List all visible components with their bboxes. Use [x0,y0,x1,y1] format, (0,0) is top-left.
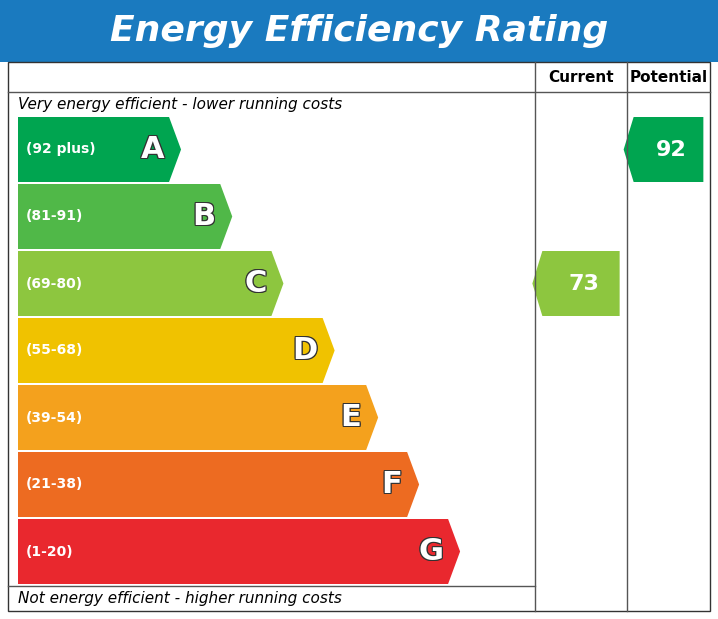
Text: A: A [139,136,163,165]
Text: D: D [292,337,317,366]
Text: G: G [417,538,442,567]
Polygon shape [18,318,335,383]
Text: E: E [340,403,360,432]
Text: G: G [418,537,443,566]
Text: Potential: Potential [630,69,707,85]
Text: A: A [139,134,163,163]
Text: A: A [141,134,165,163]
Text: G: G [417,536,442,565]
Text: B: B [192,202,215,231]
Text: Current: Current [548,69,614,85]
Text: C: C [243,268,266,297]
Polygon shape [18,452,419,517]
Text: (1-20): (1-20) [26,545,74,558]
Text: D: D [294,335,319,364]
Text: (39-54): (39-54) [26,410,83,425]
Text: D: D [292,336,317,365]
Text: A: A [141,135,165,164]
Text: B: B [191,203,214,232]
Text: (55-68): (55-68) [26,344,83,358]
Text: G: G [419,537,444,566]
Text: A: A [139,135,163,164]
Bar [0,0,718,62]
Text: C: C [244,268,266,297]
Text: G: G [419,536,444,565]
Text: Very energy efficient - lower running costs: Very energy efficient - lower running co… [18,97,342,112]
Text: G: G [418,536,443,565]
Text: C: C [245,268,267,297]
Polygon shape [18,519,460,584]
Text: D: D [294,336,319,365]
Text: A: A [141,135,164,164]
Text: B: B [192,203,215,232]
Text: D: D [292,335,317,364]
Text: F: F [383,471,403,500]
Text: A: A [141,136,165,165]
Text: E: E [342,402,362,431]
Text: D: D [292,337,317,366]
Text: E: E [340,404,361,433]
Text: F: F [381,471,401,500]
Polygon shape [18,385,378,450]
Text: G: G [417,537,442,566]
Text: B: B [193,203,216,232]
Text: 92: 92 [656,139,687,160]
Text: A: A [141,136,164,165]
Text: F: F [381,470,401,499]
Text: F: F [381,470,402,499]
Text: (21-38): (21-38) [26,477,83,491]
Polygon shape [532,251,620,316]
Text: Energy Efficiency Rating: Energy Efficiency Rating [110,14,608,48]
Text: F: F [383,469,403,498]
Text: E: E [340,402,360,431]
Text: (69-80): (69-80) [26,277,83,290]
Polygon shape [18,251,284,316]
Bar [8,62,710,611]
Text: B: B [193,201,216,230]
Text: E: E [342,404,362,433]
Text: A: A [141,134,164,163]
Text: G: G [419,538,444,567]
Text: F: F [381,469,401,498]
Text: (92 plus): (92 plus) [26,142,95,157]
Text: B: B [191,202,214,231]
Text: C: C [243,269,266,298]
Text: B: B [193,202,216,231]
Text: C: C [244,270,266,299]
Text: C: C [245,270,267,299]
Text: E: E [340,402,361,431]
Text: E: E [340,404,360,433]
Text: F: F [381,471,402,500]
Polygon shape [624,117,704,182]
Text: F: F [381,469,402,498]
Text: F: F [383,470,403,499]
Text: C: C [245,269,267,298]
Polygon shape [18,117,181,182]
Polygon shape [18,184,232,249]
Text: E: E [342,403,362,432]
Text: C: C [243,270,266,299]
Text: D: D [292,336,317,365]
Text: (81-91): (81-91) [26,209,83,223]
Text: D: D [292,335,317,364]
Text: 73: 73 [569,274,600,293]
Text: D: D [294,337,319,366]
Text: Not energy efficient - higher running costs: Not energy efficient - higher running co… [18,591,342,606]
Text: E: E [340,403,361,432]
Text: C: C [244,269,266,298]
Text: G: G [418,538,443,567]
Text: B: B [192,201,215,230]
Text: B: B [191,201,214,230]
